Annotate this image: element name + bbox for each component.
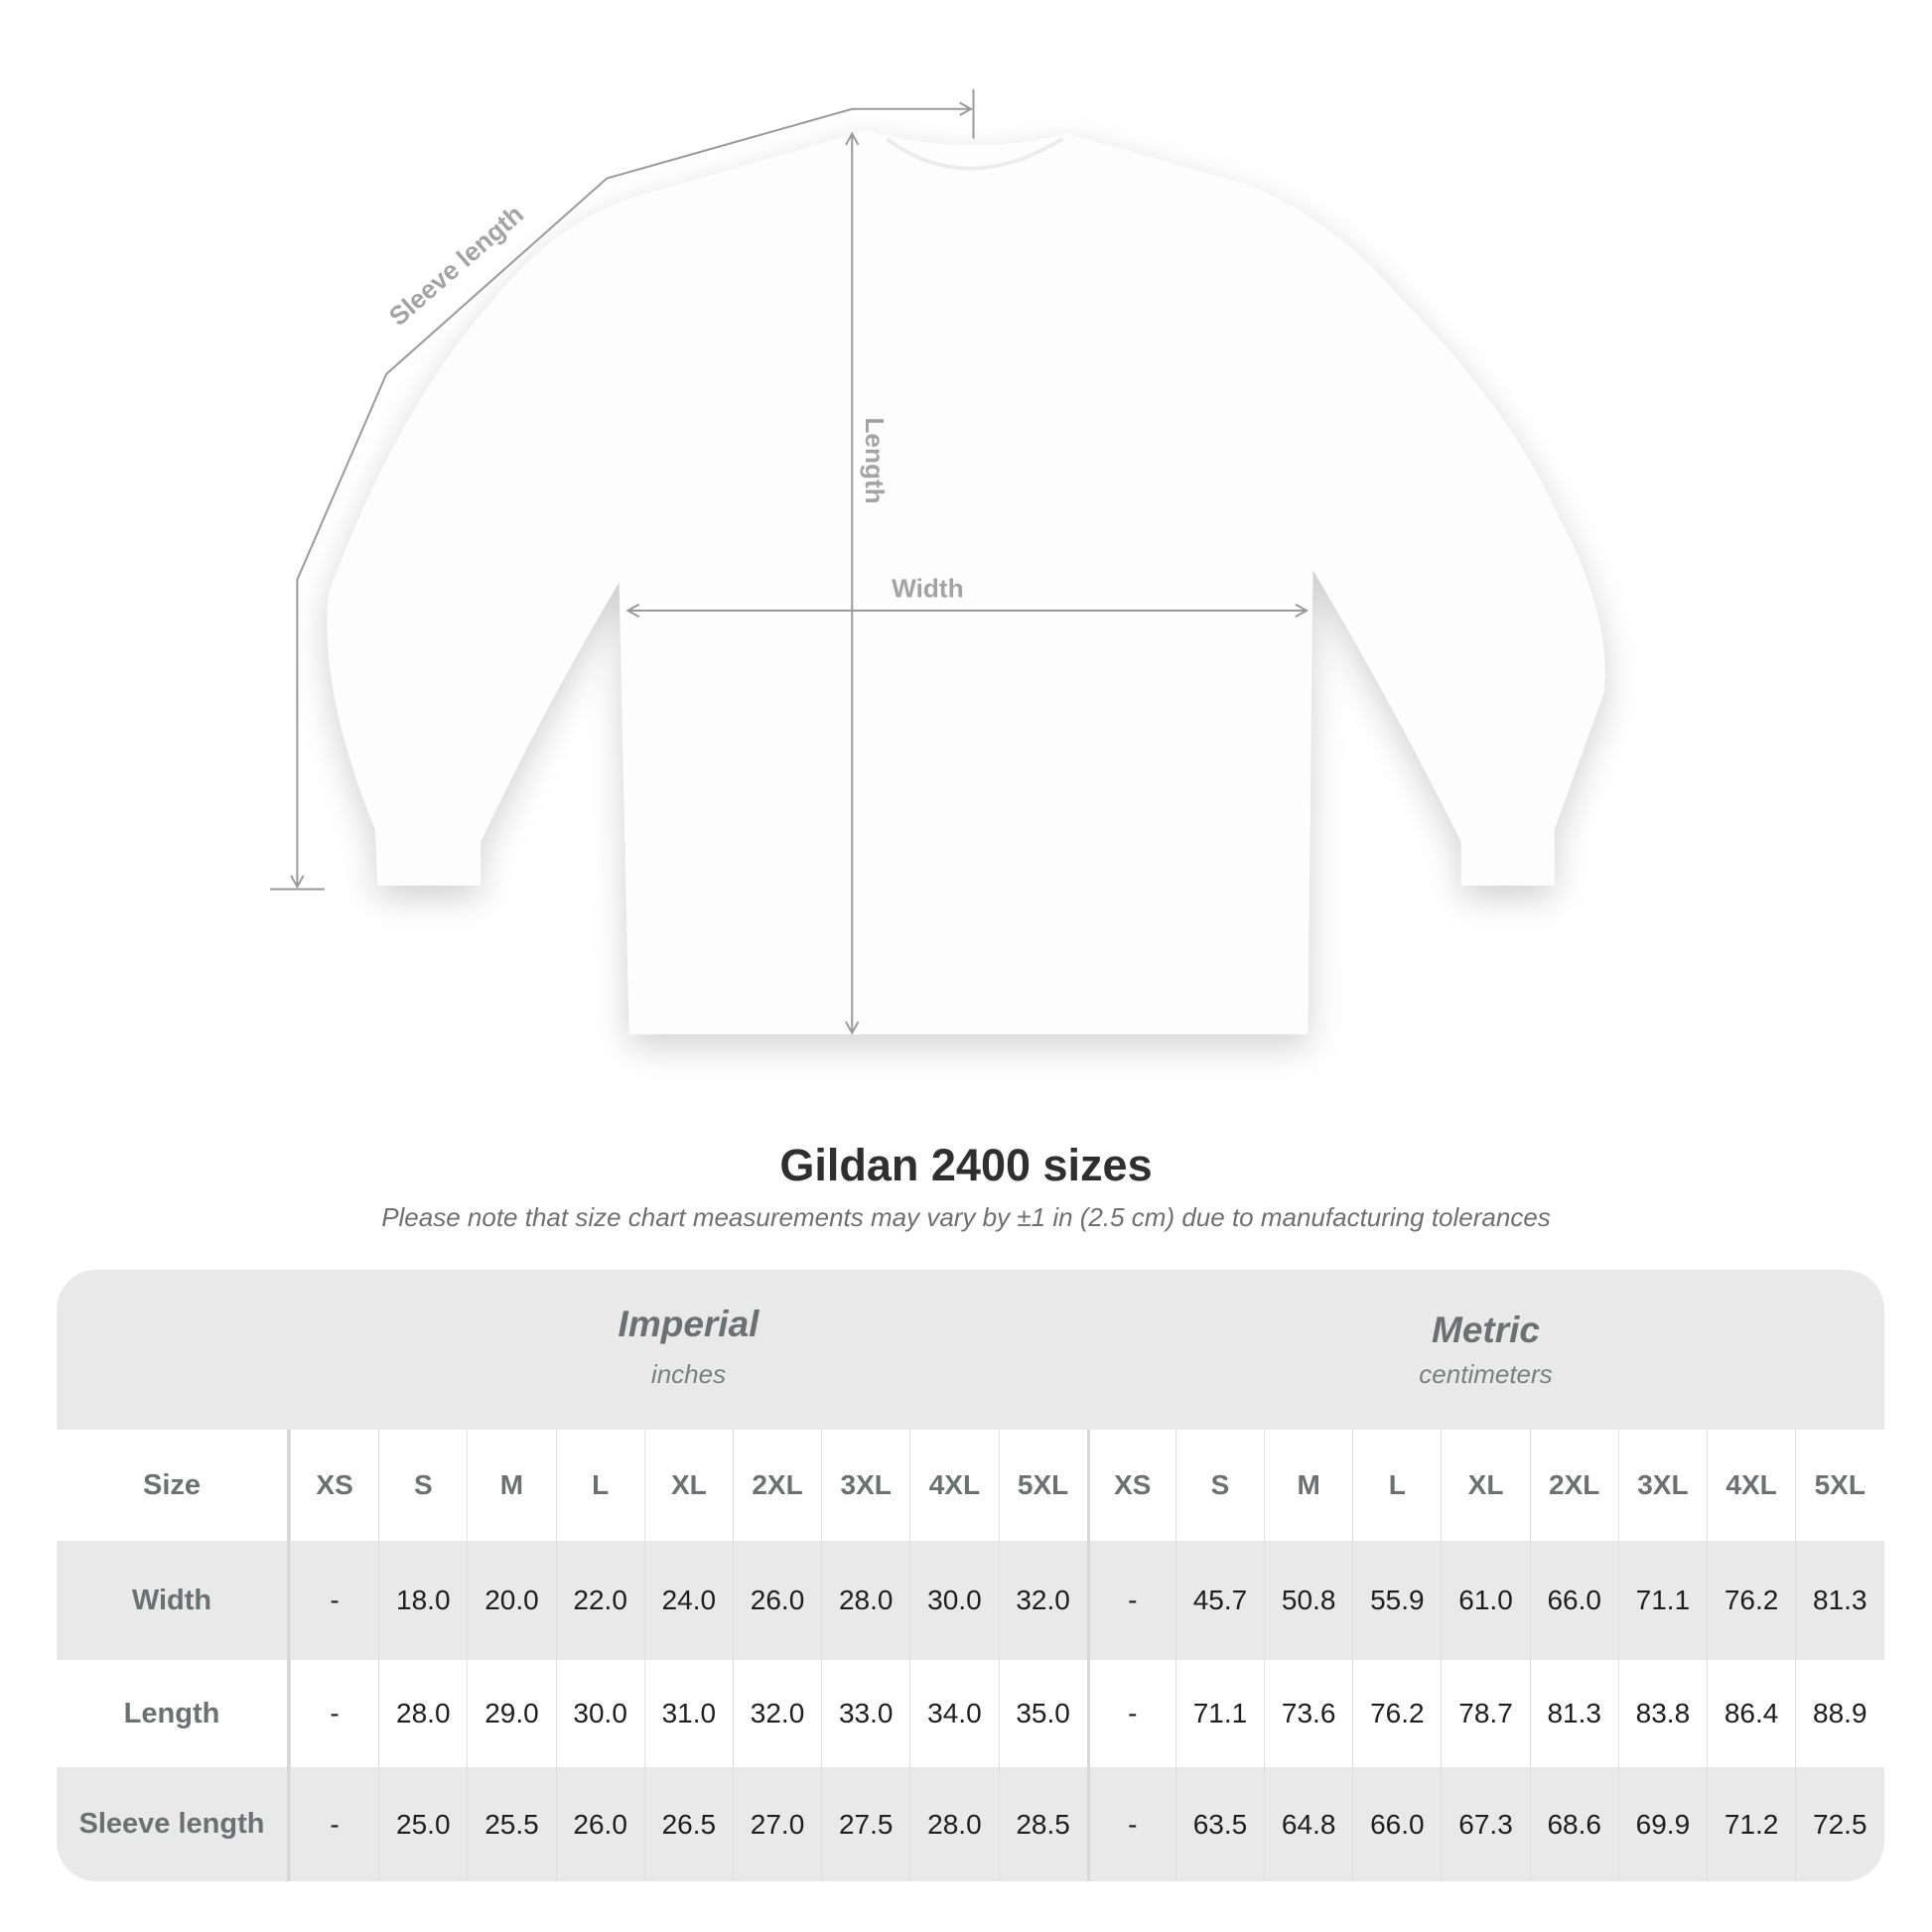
metric-unit: centimeters — [1419, 1359, 1553, 1389]
metric-cell: 86.4 — [1707, 1660, 1795, 1767]
imperial-cell: 26.5 — [643, 1767, 733, 1881]
imperial-cell: 28.0 — [909, 1767, 998, 1881]
metric-cell: 66.0 — [1529, 1541, 1618, 1660]
metric-cell: 71.2 — [1707, 1767, 1795, 1881]
metric-cell: 88.9 — [1795, 1660, 1883, 1767]
metric-cell: - — [1086, 1660, 1175, 1767]
imperial-cell: 32.0 — [998, 1541, 1087, 1660]
imperial-cell: 35.0 — [998, 1660, 1087, 1767]
metric-title: Metric — [1432, 1310, 1540, 1350]
imperial-cell: - — [290, 1541, 378, 1660]
imperial-cell: 33.0 — [821, 1660, 909, 1767]
imperial-cell: M — [467, 1430, 555, 1541]
imperial-title: Imperial — [618, 1304, 759, 1344]
metric-cell: 4XL — [1707, 1430, 1795, 1541]
imperial-cell: 5XL — [998, 1430, 1087, 1541]
metric-cell: 67.3 — [1441, 1767, 1529, 1881]
metric-cell: XS — [1086, 1430, 1175, 1541]
metric-cell: - — [1086, 1541, 1175, 1660]
imperial-header: Imperial inches — [290, 1304, 1087, 1390]
tolerance-note: Please note that size chart measurements… — [381, 1202, 1551, 1232]
metric-cell: 83.8 — [1617, 1660, 1707, 1767]
page-title: Gildan 2400 sizes — [779, 1140, 1153, 1190]
table-row: Length -28.0 29.0 30.0 31.0 32.0 33.0 34.0 35.0-… — [57, 1660, 1884, 1767]
metric-cell: 66.0 — [1352, 1767, 1441, 1881]
imperial-cell: 31.0 — [643, 1660, 733, 1767]
metric-cell: S — [1174, 1430, 1264, 1541]
imperial-cell: XL — [643, 1430, 733, 1541]
imperial-cell: 34.0 — [909, 1660, 998, 1767]
imperial-cell: 25.5 — [467, 1767, 555, 1881]
size-header-row: Size XS S M L XL 2XL 3XL 4XL 5XL XS S M L XL 2XL 3XL 4XL 5… — [57, 1430, 1884, 1541]
imperial-cell: 28.0 — [378, 1660, 467, 1767]
sleeve-measure-line — [269, 88, 975, 891]
length-label: Length — [860, 417, 890, 503]
long-sleeve-shirt — [327, 129, 1605, 1035]
imperial-cell: 18.0 — [378, 1541, 467, 1660]
metric-cell: 78.7 — [1441, 1660, 1529, 1767]
metric-cell: 81.3 — [1529, 1660, 1618, 1767]
metric-cell: 45.7 — [1174, 1541, 1264, 1660]
row-label: Size — [57, 1430, 290, 1541]
row-label: Width — [57, 1541, 290, 1660]
metric-cell: M — [1264, 1430, 1352, 1541]
table-row: Width -18.0 20.0 22.0 24.0 26.0 28.0 30.0 32.0-4… — [57, 1541, 1884, 1660]
metric-header: Metric centimeters — [1087, 1310, 1884, 1390]
metric-cell: 55.9 — [1352, 1541, 1441, 1660]
table-row: Sleeve length -25.0 25.5 26.0 26.5 27.0 27.5 28… — [57, 1767, 1884, 1881]
metric-cell: 72.5 — [1795, 1767, 1883, 1881]
metric-cell: 76.2 — [1352, 1660, 1441, 1767]
metric-cell: 64.8 — [1264, 1767, 1352, 1881]
imperial-cell: 24.0 — [643, 1541, 733, 1660]
imperial-cell: XS — [290, 1430, 378, 1541]
metric-cell: - — [1086, 1767, 1175, 1881]
metric-cell: 71.1 — [1174, 1660, 1264, 1767]
metric-cell: 61.0 — [1441, 1541, 1529, 1660]
metric-cell: 2XL — [1529, 1430, 1618, 1541]
imperial-cell: S — [378, 1430, 467, 1541]
imperial-cell: 32.0 — [732, 1660, 821, 1767]
imperial-cell: 27.0 — [732, 1767, 821, 1881]
metric-cell: 3XL — [1617, 1430, 1707, 1541]
imperial-cell: 20.0 — [467, 1541, 555, 1660]
width-label: Width — [892, 573, 963, 603]
imperial-cell: - — [290, 1660, 378, 1767]
metric-cell: 68.6 — [1529, 1767, 1618, 1881]
metric-cell: 73.6 — [1264, 1660, 1352, 1767]
imperial-cell: 4XL — [909, 1430, 998, 1541]
metric-cell: 71.1 — [1617, 1541, 1707, 1660]
imperial-unit: inches — [650, 1359, 727, 1389]
imperial-cell: 2XL — [732, 1430, 821, 1541]
imperial-cell: 28.5 — [998, 1767, 1087, 1881]
imperial-cell: - — [290, 1767, 378, 1881]
imperial-cell: 28.0 — [821, 1541, 909, 1660]
imperial-cell: 22.0 — [555, 1541, 644, 1660]
metric-cell: L — [1352, 1430, 1441, 1541]
metric-cell: 69.9 — [1617, 1767, 1707, 1881]
metric-cell: 76.2 — [1707, 1541, 1795, 1660]
imperial-cell: L — [555, 1430, 644, 1541]
metric-cell: 5XL — [1795, 1430, 1883, 1541]
imperial-cell: 30.0 — [555, 1660, 644, 1767]
imperial-cell: 26.0 — [732, 1541, 821, 1660]
imperial-cell: 30.0 — [909, 1541, 998, 1660]
row-label: Length — [57, 1660, 290, 1767]
imperial-cell: 26.0 — [555, 1767, 644, 1881]
imperial-cell: 3XL — [821, 1430, 909, 1541]
row-label: Sleeve length — [57, 1767, 290, 1881]
metric-cell: 81.3 — [1795, 1541, 1883, 1660]
unit-header-band — [57, 1270, 1884, 1430]
metric-cell: XL — [1441, 1430, 1529, 1541]
imperial-cell: 25.0 — [378, 1767, 467, 1881]
metric-cell: 63.5 — [1174, 1767, 1264, 1881]
imperial-cell: 27.5 — [821, 1767, 909, 1881]
size-table: Imperial inches Metric centimeters Size X… — [57, 1270, 1884, 1881]
metric-cell: 50.8 — [1264, 1541, 1352, 1660]
imperial-cell: 29.0 — [467, 1660, 555, 1767]
